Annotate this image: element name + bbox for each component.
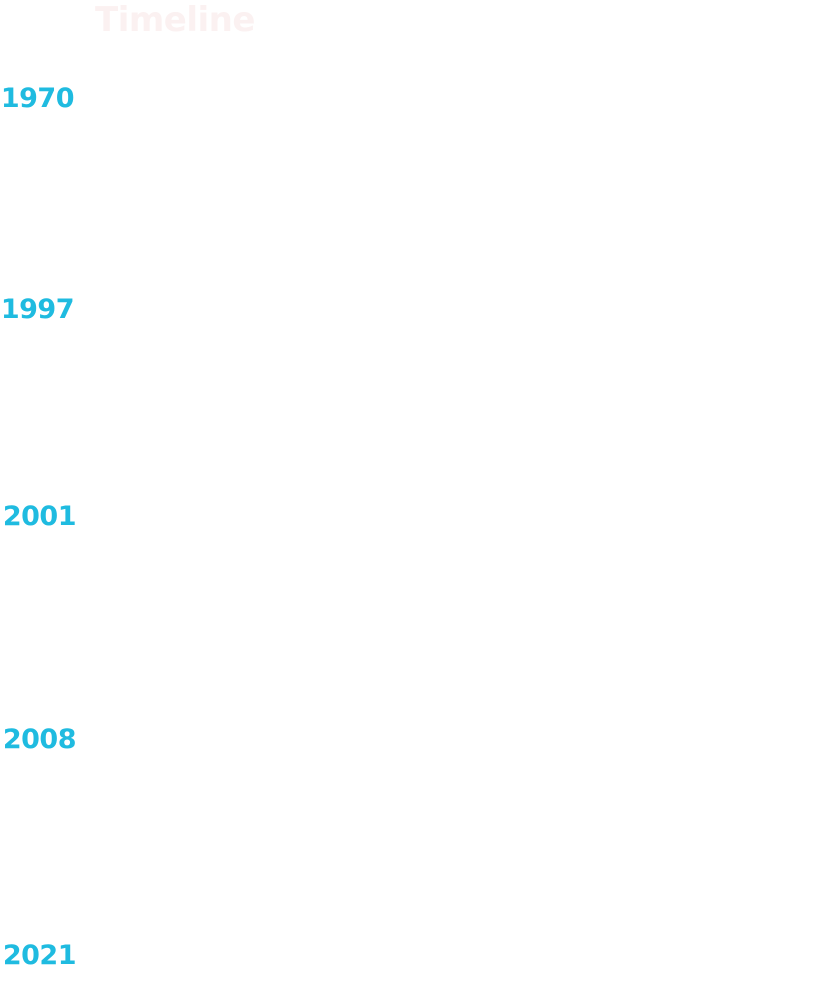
timeline-year: 1970 (0, 83, 75, 114)
timeline-year: 2001 (2, 501, 77, 532)
timeline-year: 1997 (0, 294, 75, 325)
timeline-year: 2021 (2, 940, 77, 971)
timeline-year: 2008 (2, 724, 77, 755)
page-title: Timeline (95, 0, 255, 40)
